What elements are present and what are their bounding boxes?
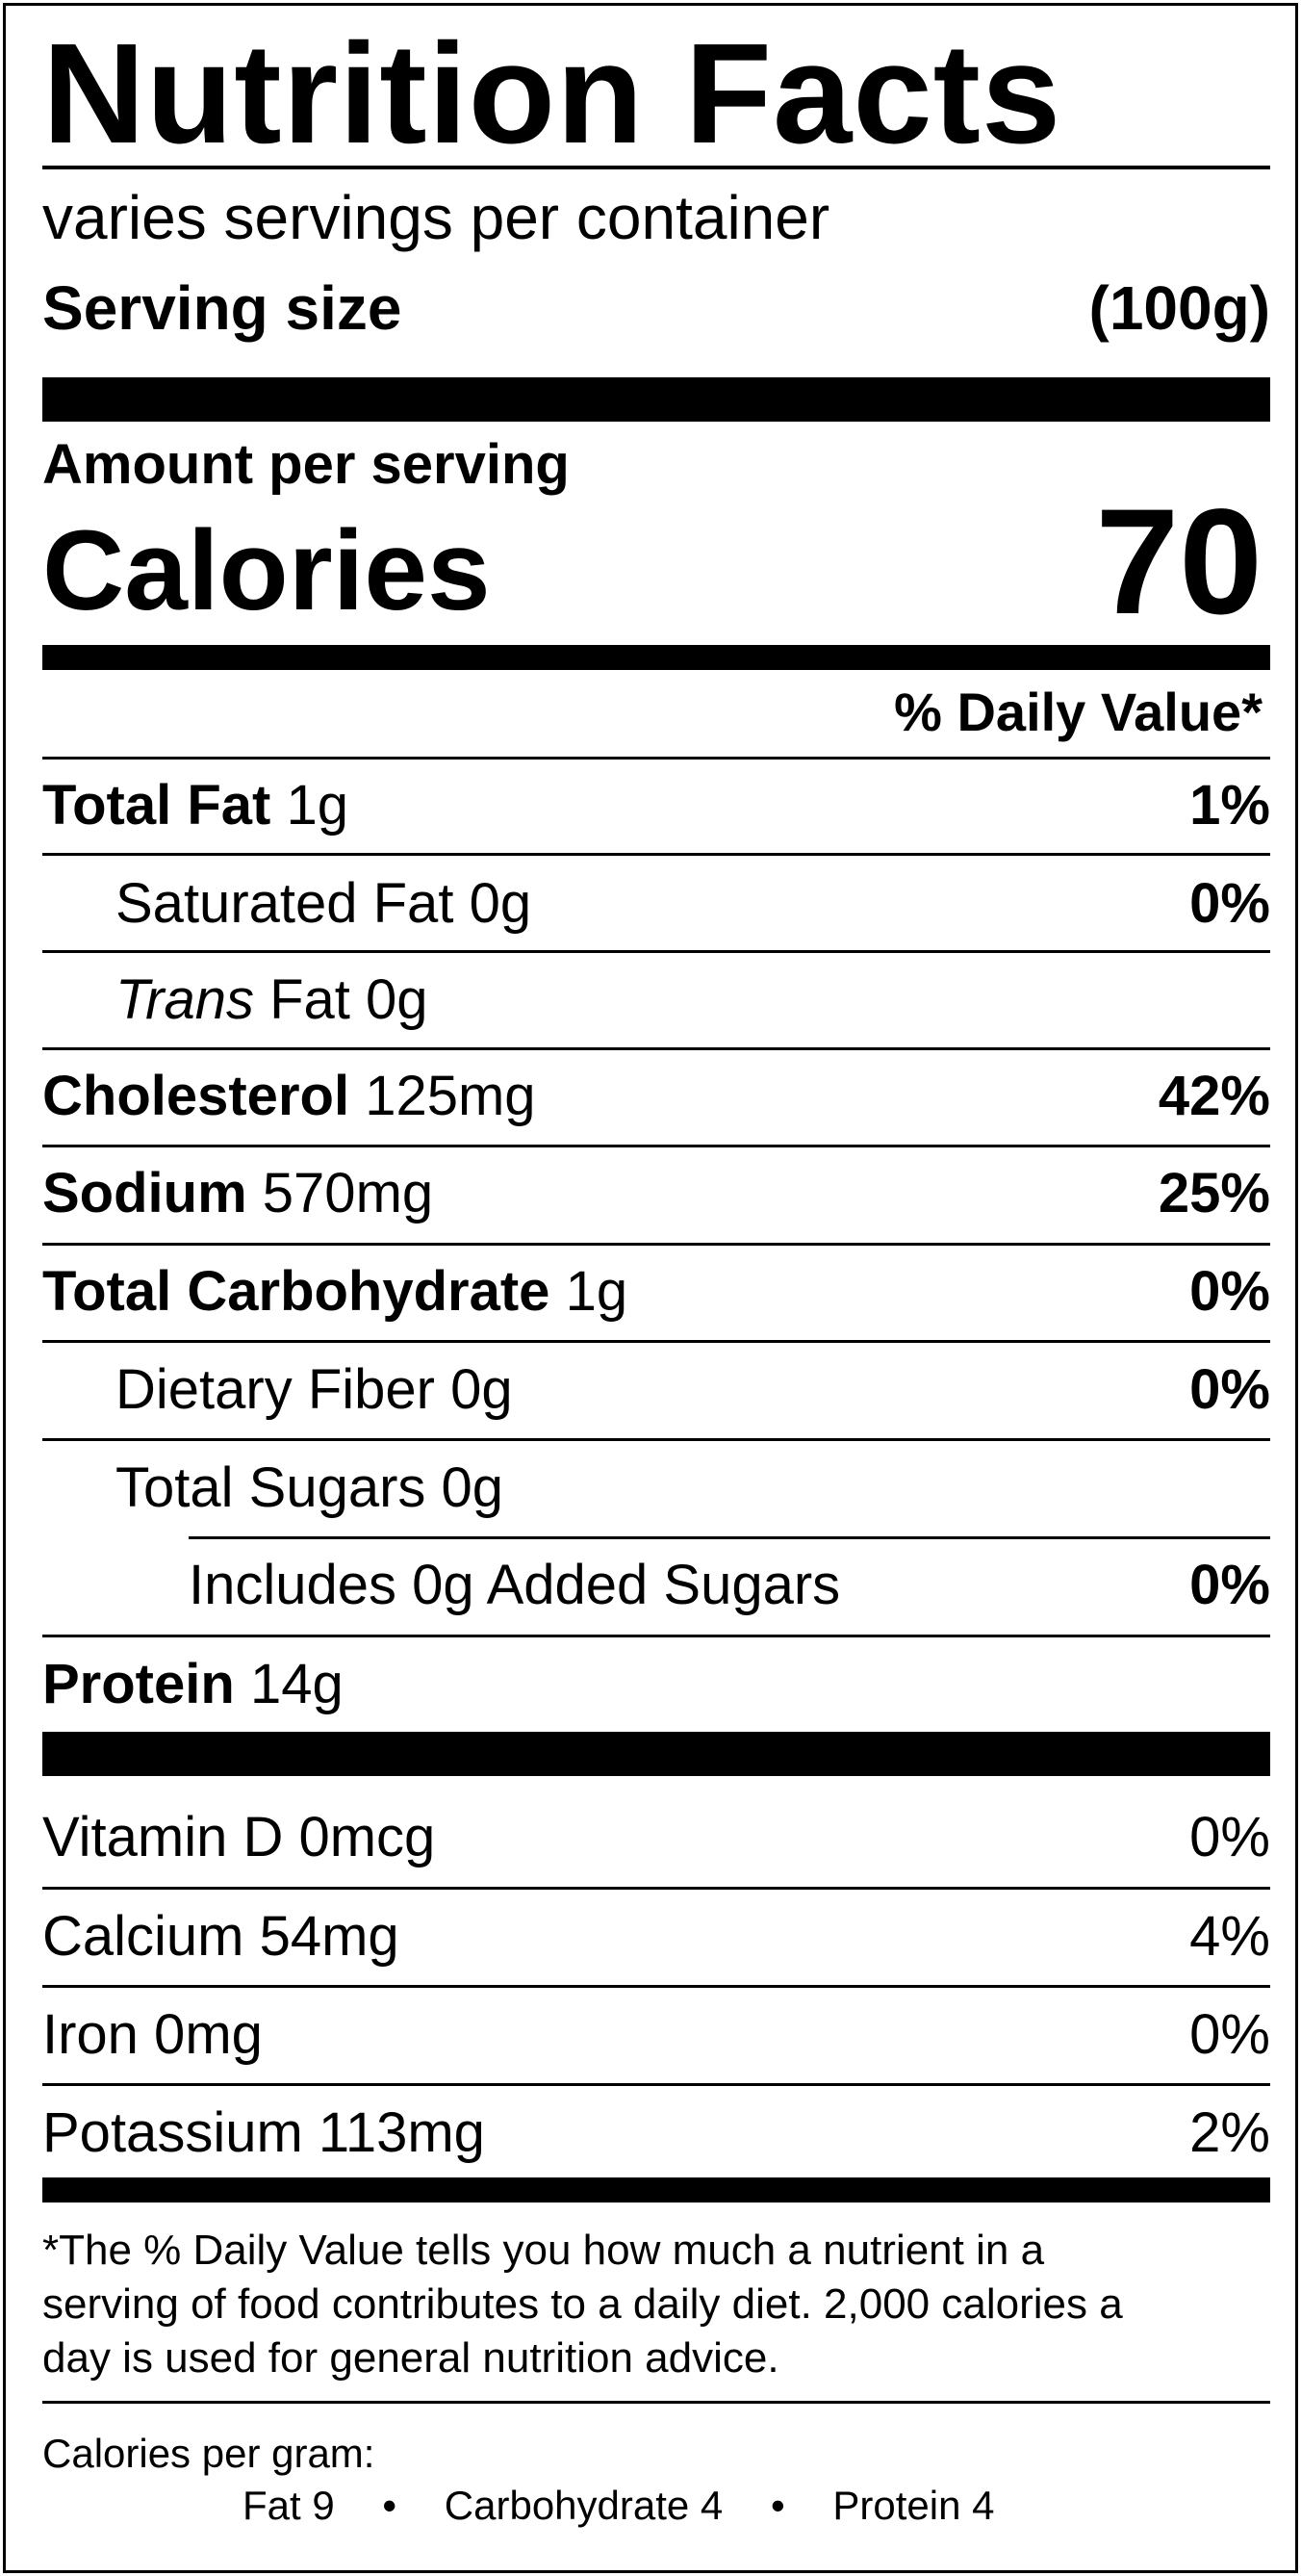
divider	[42, 1047, 1270, 1050]
footnote-line-3: day is used for general nutrition advice…	[42, 2334, 779, 2382]
trans-fat-name-italic: Trans	[115, 968, 254, 1031]
total-fat-dv: 1%	[1189, 774, 1270, 837]
footnote-divider	[42, 2401, 1270, 2404]
footnote: *The % Daily Value tells you how much a …	[42, 2224, 1270, 2385]
total-carbohydrate-amount: 1g	[565, 1260, 628, 1323]
row-dietary-fiber: Dietary Fiber 0g 0%	[42, 1341, 1270, 1439]
iron-dv: 0%	[1189, 2003, 1270, 2066]
divider	[42, 2083, 1270, 2086]
dietary-fiber-name: Dietary Fiber	[115, 1358, 435, 1421]
amount-per-serving: Amount per serving	[42, 433, 570, 496]
total-sugars-name: Total Sugars	[115, 1456, 426, 1519]
dietary-fiber-dv: 0%	[1189, 1358, 1270, 1421]
serving-size-row: Serving size (100g)	[42, 277, 1270, 345]
total-fat-amount: 1g	[286, 774, 348, 837]
cholesterol-amount: 125mg	[365, 1065, 536, 1127]
cholesterol-dv: 42%	[1158, 1065, 1270, 1127]
footnote-line-1: *The % Daily Value tells you how much a …	[42, 2227, 1045, 2274]
vitamin-d-dv: 0%	[1189, 1806, 1270, 1868]
label-title: Nutrition Facts	[42, 14, 1062, 173]
divider	[42, 950, 1270, 953]
footnote-line-2: serving of food contributes to a daily d…	[42, 2280, 1123, 2328]
protein-name: Protein	[42, 1653, 235, 1715]
saturated-fat-name: Saturated Fat	[115, 872, 454, 935]
vitamins-bar	[42, 2177, 1270, 2202]
total-sugars-amount: 0g	[441, 1456, 504, 1519]
calories-label: Calories	[42, 507, 491, 634]
row-cholesterol: Cholesterol 125mg 42%	[42, 1047, 1270, 1146]
cpg-protein: Protein 4	[832, 2483, 995, 2528]
potassium-text: Potassium 113mg	[42, 2101, 485, 2164]
saturated-fat-dv: 0%	[1189, 872, 1270, 935]
calories-value: 70	[1095, 478, 1263, 646]
row-calcium: Calcium 54mg 4%	[42, 1888, 1270, 1986]
dietary-fiber-amount: 0g	[450, 1358, 513, 1421]
protein-bar	[42, 1732, 1270, 1776]
dv-header-divider	[42, 757, 1270, 760]
divider	[42, 1887, 1270, 1890]
nutrition-label: Nutrition Facts varies servings per cont…	[3, 3, 1298, 2573]
calcium-text: Calcium 54mg	[42, 1905, 399, 1968]
calories-per-gram-label: Calories per gram:	[42, 2431, 375, 2476]
title-divider	[42, 166, 1270, 169]
servings-per-container: varies servings per container	[42, 183, 830, 252]
divider	[42, 853, 1270, 856]
row-vitamin-d: Vitamin D 0mcg 0%	[42, 1789, 1270, 1887]
row-sodium: Sodium 570mg 25%	[42, 1145, 1270, 1243]
row-total-fat: Total Fat 1g 1%	[42, 757, 1270, 855]
divider	[42, 1340, 1270, 1343]
serving-size-value: (100g)	[1088, 273, 1271, 343]
row-trans-fat: Trans Fat 0g	[42, 951, 1270, 1049]
saturated-fat-amount: 0g	[469, 872, 532, 935]
serving-size-bar	[42, 377, 1270, 422]
iron-text: Iron 0mg	[42, 2003, 263, 2066]
calories-bar	[42, 645, 1270, 670]
divider	[42, 1635, 1270, 1637]
vitamin-d-text: Vitamin D 0mcg	[42, 1806, 436, 1868]
divider	[42, 1243, 1270, 1246]
row-protein: Protein 14g	[42, 1636, 1270, 1734]
row-potassium: Potassium 113mg 2%	[42, 2084, 1270, 2182]
cpg-carbohydrate: Carbohydrate 4	[444, 2483, 724, 2528]
divider	[42, 1985, 1270, 1988]
cpg-separator: •	[382, 2483, 397, 2528]
calcium-dv: 4%	[1189, 1905, 1270, 1968]
protein-amount: 14g	[249, 1653, 344, 1715]
trans-fat-name: Fat	[269, 968, 350, 1031]
sodium-amount: 570mg	[262, 1162, 434, 1224]
trans-fat-amount: 0g	[366, 968, 428, 1031]
sodium-name: Sodium	[42, 1162, 247, 1224]
potassium-dv: 2%	[1189, 2101, 1270, 2164]
sodium-dv: 25%	[1158, 1162, 1270, 1224]
row-added-sugars: Includes 0g Added Sugars 0%	[42, 1536, 1270, 1635]
added-sugars-divider	[189, 1536, 1270, 1539]
total-fat-name: Total Fat	[42, 774, 271, 837]
calories-per-gram-values: Fat 9 • Carbohydrate 4 • Protein 4	[242, 2486, 994, 2526]
total-carbohydrate-dv: 0%	[1189, 1260, 1270, 1323]
row-total-carbohydrate: Total Carbohydrate 1g 0%	[42, 1243, 1270, 1341]
row-total-sugars: Total Sugars 0g	[42, 1439, 1270, 1537]
divider	[42, 1438, 1270, 1441]
total-carbohydrate-name: Total Carbohydrate	[42, 1260, 550, 1323]
added-sugars-dv: 0%	[1189, 1554, 1270, 1616]
cpg-separator: •	[770, 2483, 785, 2528]
cpg-fat: Fat 9	[242, 2483, 335, 2528]
cholesterol-name: Cholesterol	[42, 1065, 350, 1127]
serving-size-label: Serving size	[42, 273, 402, 343]
divider	[42, 1145, 1270, 1147]
added-sugars-text: Includes 0g Added Sugars	[189, 1554, 841, 1616]
daily-value-header: % Daily Value*	[894, 682, 1263, 742]
row-iron: Iron 0mg 0%	[42, 1986, 1270, 2084]
row-saturated-fat: Saturated Fat 0g 0%	[42, 855, 1270, 953]
